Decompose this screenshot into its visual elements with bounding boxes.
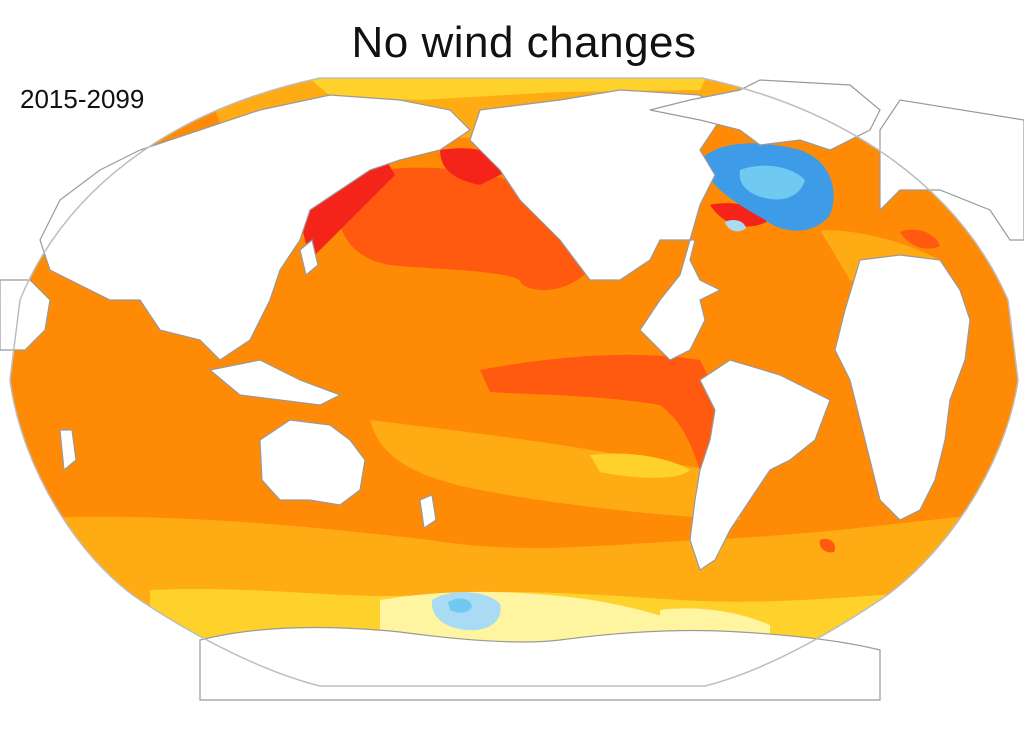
land-greenland (649, 79, 881, 151)
period-label: 2015-2099 (20, 84, 145, 114)
land-south-america (689, 359, 831, 571)
land-masses (0, 79, 1024, 701)
north-atlantic-warming-hole-core (739, 165, 805, 200)
south-pacific-yellow (590, 453, 690, 478)
arctic-band-top (300, 78, 710, 100)
land-madagascar (59, 429, 77, 472)
south-pacific-amber (370, 420, 740, 520)
nw-pacific-red (300, 150, 395, 260)
land-asia (39, 94, 471, 361)
land-eurasia (879, 99, 1024, 241)
land-africa (834, 254, 971, 521)
equatorial-pacific-red (480, 354, 729, 480)
land-japan (299, 238, 319, 277)
land-arabia (0, 279, 51, 351)
map-title: No wind changes (351, 18, 697, 67)
land-australia (259, 419, 366, 506)
land-new-zealand (419, 494, 437, 530)
antarctic-red-spot (900, 229, 940, 249)
south-atlantic-red-spot (819, 538, 836, 553)
land-antarctica (199, 626, 881, 701)
globe-outline (9, 77, 1019, 687)
ross-sea-cooling-core (448, 598, 472, 613)
land-indonesia (208, 359, 342, 406)
north-atlantic-warming-hole-edge (725, 220, 746, 232)
